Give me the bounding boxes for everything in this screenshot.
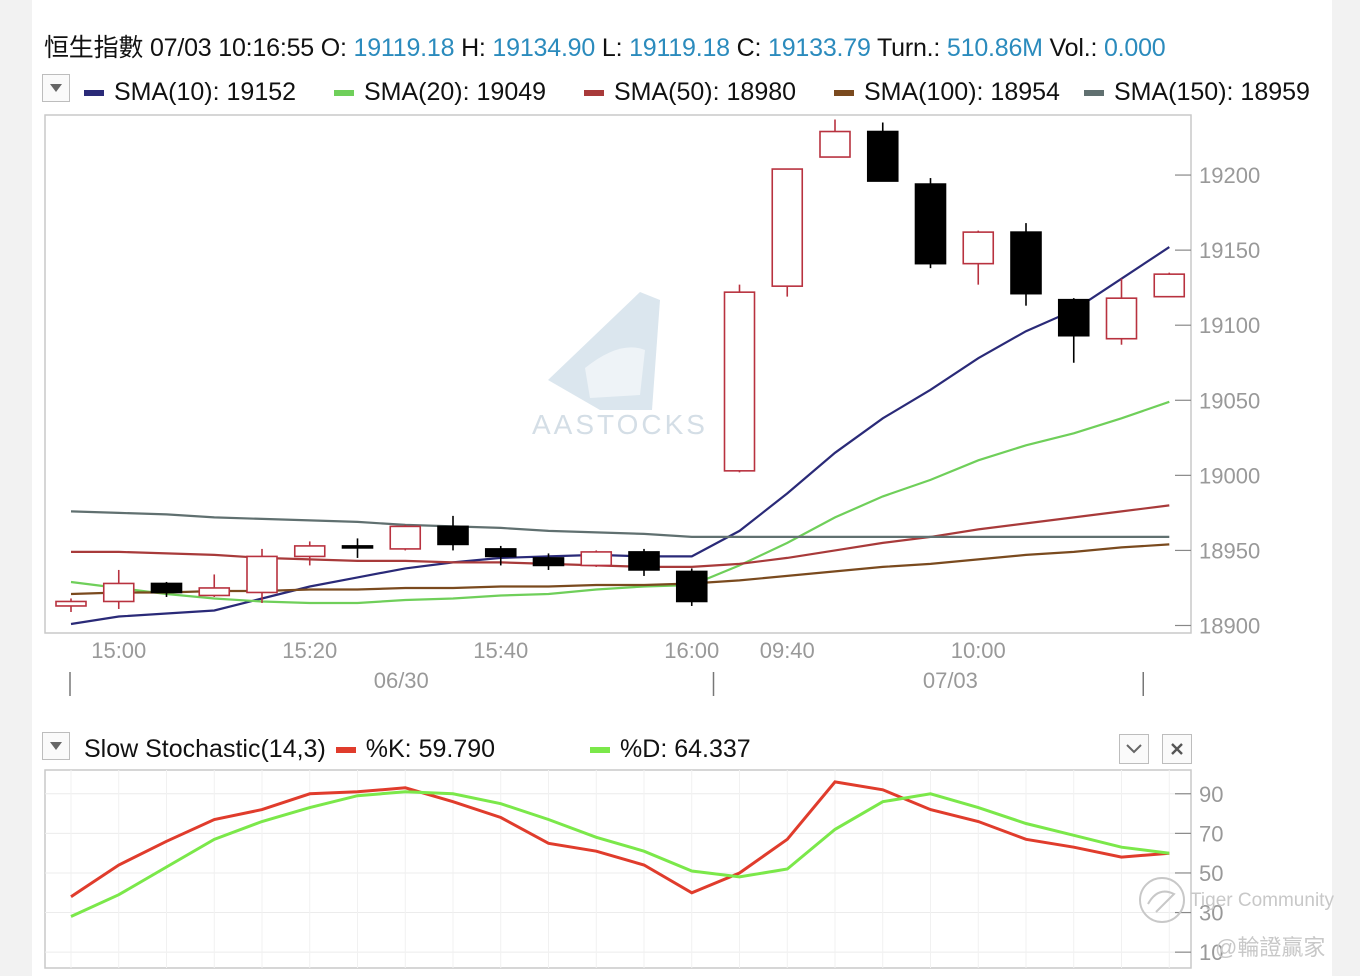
candle-body (293, 545, 326, 558)
k-swatch (335, 746, 356, 753)
candle-body (962, 231, 995, 265)
close-value: 19133.79 (768, 34, 871, 62)
candle-body (198, 587, 231, 597)
sma20-swatch (334, 89, 354, 96)
sma150-swatch (1084, 89, 1104, 96)
y-tick-label: 19200 (1199, 163, 1260, 188)
sma-line-sma20 (70, 400, 1170, 605)
volume-value: 0.000 (1103, 34, 1166, 62)
x-tick-label: 09:40 (760, 638, 815, 663)
sma10-label: SMA(10): 19152 (114, 78, 297, 106)
candle-body (675, 570, 708, 603)
chevron-down-icon (50, 84, 62, 92)
stochastic-title: Slow Stochastic(14,3) (84, 735, 326, 763)
sma-legend-item-2: SMA(50): 18980 (584, 78, 796, 107)
close-label: C: (736, 34, 762, 62)
y-tick-label: 19100 (1199, 313, 1260, 338)
close-panel-button[interactable] (1162, 734, 1192, 764)
instrument-name: 恒生指數 (44, 34, 144, 62)
sma-line-sma150 (70, 510, 1170, 539)
tiger-logo-icon (1139, 877, 1185, 923)
candle-body (771, 168, 804, 287)
price-chart: AASTOCKS 19200 19150 19100 19050 19000 18950 1… (44, 114, 1260, 696)
y-tick-label: 18950 (1199, 538, 1260, 563)
candle-body (723, 291, 756, 472)
open-value: 19119.18 (353, 34, 455, 62)
stochastic-dropdown-button[interactable] (42, 732, 70, 760)
candle-body (1153, 273, 1186, 298)
candle-body (628, 551, 660, 571)
candle-body (1057, 298, 1090, 337)
candle-body (389, 525, 422, 550)
sma-legend-item-4: SMA(150): 18959 (1084, 78, 1310, 107)
main-chart-dropdown-button[interactable] (42, 74, 70, 102)
candle-body (150, 582, 183, 594)
timestamp: 07/03 10:16:55 (149, 34, 314, 62)
candle-body (484, 548, 517, 558)
x-tick-label: 15:40 (473, 638, 528, 663)
turnover-label: Turn.: (876, 34, 941, 62)
stochastic-legend: Slow Stochastic(14,3) %K: 59.790 %D: 64.… (84, 735, 751, 764)
k-label: %K: 59.790 (365, 735, 496, 763)
tiger-community-watermark: Tiger Community (1190, 890, 1334, 911)
y-tick-label: 19000 (1199, 463, 1260, 488)
turnover-value: 510.86M (946, 34, 1043, 62)
sma50-label: SMA(50): 18980 (614, 78, 797, 106)
x-tick-label: 16:00 (664, 638, 719, 663)
collapse-panel-button[interactable] (1119, 734, 1149, 764)
sma10-swatch (84, 89, 104, 96)
candle-body (532, 557, 565, 567)
low-value: 19119.18 (629, 34, 730, 62)
y-tick-label: 18900 (1199, 613, 1260, 638)
author-watermark: @輪證贏家 (1215, 935, 1326, 960)
sma100-label: SMA(100): 18954 (864, 78, 1060, 106)
y-tick-label: 19150 (1199, 238, 1260, 263)
volume-label: Vol.: (1049, 34, 1098, 62)
sma-legend-item-0: SMA(10): 19152 (84, 78, 296, 107)
candle-body (1010, 231, 1042, 295)
low-label: L: (601, 34, 623, 62)
open-label: O: (320, 34, 347, 62)
candle-body (341, 545, 374, 549)
aastocks-watermark: AASTOCKS (532, 292, 708, 440)
candle-body (819, 130, 851, 158)
sma150-label: SMA(150): 18959 (1114, 78, 1310, 106)
d-label: %D: 64.337 (620, 735, 751, 763)
x-tick-label: 15:20 (282, 638, 337, 663)
sma-legend-item-3: SMA(100): 18954 (834, 78, 1060, 107)
chevron-down-icon (1126, 744, 1142, 754)
watermark-logo-inner (585, 347, 645, 398)
candle-body (437, 525, 469, 546)
candle-body (55, 600, 87, 607)
d-swatch (590, 746, 611, 753)
x-tick-label: 10:00 (951, 638, 1006, 663)
high-value: 19134.90 (492, 34, 596, 62)
date-label: 06/30 (374, 668, 429, 693)
sma-legend-item-1: SMA(20): 19049 (334, 78, 546, 107)
sma100-swatch (834, 89, 854, 96)
ohlc-info-bar: 恒生指數 07/03 10:16:55 O: 19119.18 H: 19134… (44, 28, 1166, 64)
sma20-label: SMA(20): 19049 (364, 78, 547, 106)
candle-body (1105, 297, 1138, 340)
date-label: 07/03 (923, 668, 978, 693)
candle-body (102, 582, 135, 603)
y-tick-label: 19050 (1199, 388, 1260, 413)
watermark-text: AASTOCKS (532, 409, 708, 440)
candle-body (246, 555, 278, 594)
candle-body (866, 130, 899, 182)
high-label: H: (461, 34, 486, 62)
sma50-swatch (584, 89, 604, 96)
candle-body (914, 183, 947, 265)
close-icon (1171, 743, 1183, 755)
candle-body (580, 551, 613, 567)
chevron-down-icon (50, 742, 62, 750)
x-tick-label: 15:00 (91, 638, 146, 663)
